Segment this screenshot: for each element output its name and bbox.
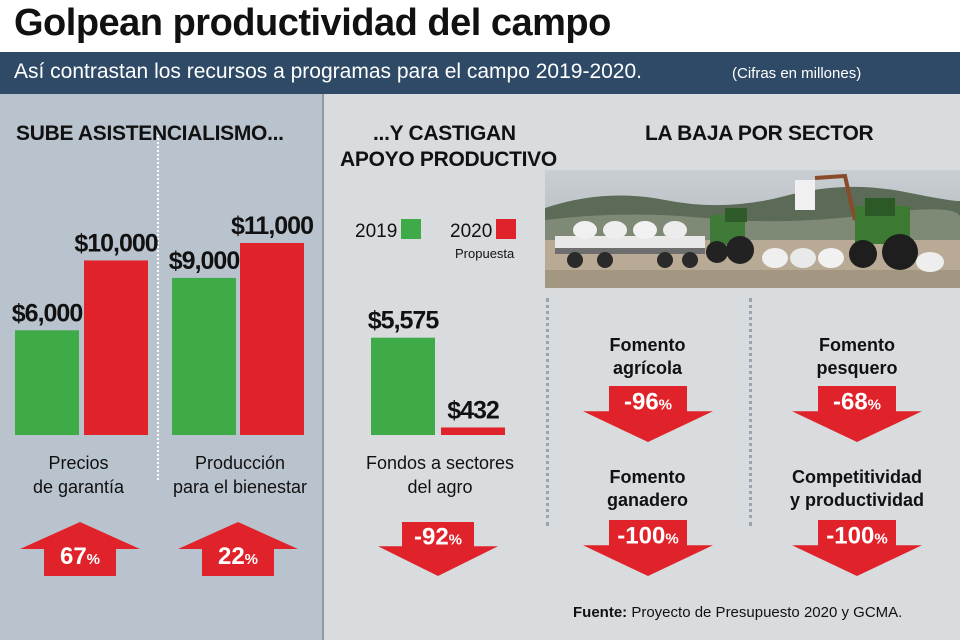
arrow-value: -92% [414, 524, 462, 551]
sector-line: Fomento [609, 335, 686, 355]
sector-line: ganadero [606, 490, 689, 510]
sector-line: Fomento [609, 467, 686, 487]
units-note: (Cifras en millones) [732, 65, 862, 82]
farm-photo-image [545, 170, 960, 288]
legend-2020-swatch [496, 219, 517, 239]
sector-line: pesquero [816, 358, 898, 378]
arrow-shape [792, 520, 922, 576]
title-bar: Golpean productividad del campo [0, 0, 960, 52]
source-note: Fuente: Proyecto de Presupuesto 2020 y G… [573, 604, 902, 621]
farm-photo [545, 170, 960, 288]
arrow-value: -100% [617, 523, 678, 550]
sector-line: y productividad [789, 490, 924, 510]
arrow-value: -100% [826, 523, 887, 550]
arrow-shape [792, 386, 922, 442]
arrow-value: -96% [624, 389, 672, 416]
category-label-precios: Precios de garantía [0, 451, 157, 499]
category-line: Precios [48, 453, 109, 473]
source-text: Proyecto de Presupuesto 2020 y GCMA. [631, 604, 903, 621]
bar-value-label: $5,575 [368, 307, 440, 335]
arrow-shape [20, 522, 140, 576]
sector-label-ganadero: Fomento ganadero [555, 466, 740, 512]
dotted-divider-right [749, 298, 752, 526]
sector-label-competitividad: Competitividad y productividad [762, 466, 952, 512]
left-heading: SUBE ASISTENCIALISMO... [16, 122, 284, 145]
arrow-shape [178, 522, 298, 576]
bar-2020-1 [240, 243, 304, 435]
middle-heading-line1: ...Y CASTIGAN [373, 122, 516, 145]
arrow-shape [583, 386, 713, 442]
change-arrow-produccion: 22% [178, 522, 298, 576]
page-subtitle: Así contrastan los recursos a programas … [14, 60, 643, 83]
change-arrow-ganadero: -100% [583, 520, 713, 576]
bar-value-label: $432 [447, 396, 499, 424]
category-label-fondos: Fondos a sectores del agro [350, 451, 530, 499]
sector-label-agricola: Fomento agrícola [555, 334, 740, 380]
change-arrow-competitividad: -100% [792, 520, 922, 576]
right-heading: LA BAJA POR SECTOR [645, 122, 874, 145]
bar-value-label: $6,000 [12, 299, 83, 327]
bar-2019-1 [172, 277, 236, 435]
bar-2019-0 [15, 330, 79, 435]
bar-2020-0 [84, 260, 148, 435]
category-label-produccion: Producción para el bienestar [160, 451, 320, 499]
sector-line: Fomento [819, 335, 895, 355]
category-line: Fondos a sectores [365, 453, 515, 473]
bar-value-label: $10,000 [74, 229, 157, 257]
category-line: de garantía [32, 477, 125, 497]
bar-2019-2 [371, 337, 435, 435]
legend-2019-swatch [401, 219, 422, 239]
category-line: para el bienestar [172, 477, 308, 497]
source-label: Fuente: [573, 604, 628, 621]
arrow-value: 67% [60, 543, 100, 570]
dotted-divider-left [546, 298, 549, 526]
legend-2019-label: 2019 [355, 221, 398, 242]
bar-value-label: $9,000 [169, 247, 240, 275]
bar-value-label: $11,000 [231, 212, 313, 240]
category-line: Producción [194, 453, 286, 473]
change-arrow-precios: 67% [20, 522, 140, 576]
bar-2020-2 [441, 427, 505, 435]
change-arrow-pesquero: -68% [792, 386, 922, 442]
sector-line: agrícola [612, 358, 683, 378]
middle-heading-line2: APOYO PRODUCTIVO [340, 148, 557, 171]
sector-line: Competitividad [791, 467, 922, 487]
arrow-shape [378, 522, 498, 576]
legend-2020-label: 2020 [450, 221, 493, 242]
left-divider [157, 135, 159, 480]
legend-2020: 2020 [450, 219, 517, 243]
arrow-shape [583, 520, 713, 576]
subtitle-bar: Así contrastan los recursos a programas … [0, 52, 960, 94]
change-arrow-agricola: -96% [583, 386, 713, 442]
page-title: Golpean productividad del campo [14, 2, 611, 44]
legend-2019: 2019 [355, 219, 422, 243]
panel-separator [322, 94, 324, 640]
change-arrow-fondos: -92% [378, 522, 498, 576]
arrow-value: -68% [833, 389, 881, 416]
category-line: del agro [407, 477, 473, 497]
arrow-value: 22% [218, 543, 258, 570]
legend-2020-sub: Propuesta [455, 246, 515, 261]
sector-label-pesquero: Fomento pesquero [762, 334, 952, 380]
